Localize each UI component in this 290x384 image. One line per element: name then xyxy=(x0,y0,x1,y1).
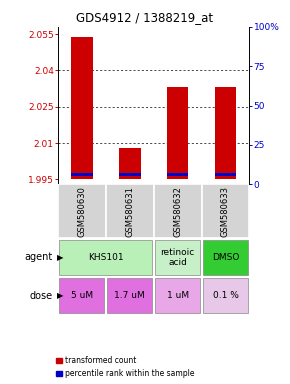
Text: GDS4912 / 1388219_at: GDS4912 / 1388219_at xyxy=(77,12,213,25)
Text: agent: agent xyxy=(24,252,52,262)
Text: 1.7 uM: 1.7 uM xyxy=(114,291,145,300)
Text: KHS101: KHS101 xyxy=(88,253,124,262)
Bar xyxy=(59,240,152,275)
Bar xyxy=(215,88,236,179)
Legend: transformed count, percentile rank within the sample: transformed count, percentile rank withi… xyxy=(56,356,195,378)
Bar xyxy=(107,278,152,313)
Bar xyxy=(58,184,106,238)
Bar xyxy=(119,173,141,176)
Text: GSM580633: GSM580633 xyxy=(221,186,230,237)
Text: ▶: ▶ xyxy=(57,253,63,262)
Bar xyxy=(154,184,202,238)
Bar xyxy=(71,173,93,176)
Bar xyxy=(155,240,200,275)
Text: retinoic
acid: retinoic acid xyxy=(160,248,195,267)
Bar xyxy=(119,148,141,179)
Text: dose: dose xyxy=(29,291,52,301)
Bar xyxy=(203,240,248,275)
Bar xyxy=(167,173,189,176)
Bar xyxy=(59,278,104,313)
Bar xyxy=(203,278,248,313)
Text: ▶: ▶ xyxy=(57,291,63,300)
Text: 1 uM: 1 uM xyxy=(166,291,189,300)
Bar xyxy=(155,278,200,313)
Bar xyxy=(202,184,249,238)
Text: GSM580632: GSM580632 xyxy=(173,186,182,237)
Text: DMSO: DMSO xyxy=(212,253,239,262)
Bar xyxy=(106,184,154,238)
Bar xyxy=(167,88,189,179)
Bar xyxy=(71,36,93,179)
Text: 5 uM: 5 uM xyxy=(71,291,93,300)
Text: GSM580630: GSM580630 xyxy=(77,186,86,237)
Bar xyxy=(215,173,236,176)
Text: GSM580631: GSM580631 xyxy=(125,186,134,237)
Text: 0.1 %: 0.1 % xyxy=(213,291,238,300)
